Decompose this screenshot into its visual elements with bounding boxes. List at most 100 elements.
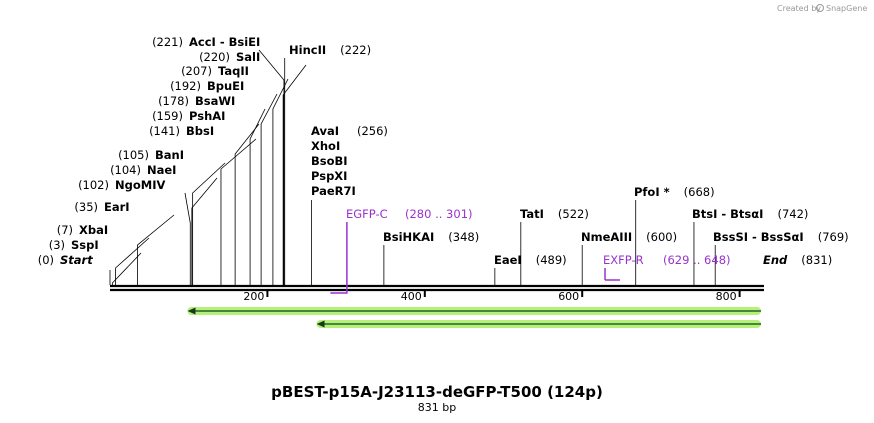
site-name: PshAI	[189, 109, 225, 123]
site-bbsi[interactable]: (141) BbsI	[149, 124, 257, 285]
site-name: PfoI *	[634, 185, 670, 199]
site-tati[interactable]: TatI (522)	[520, 207, 589, 285]
site-ngomiv[interactable]: (102) NgoMIV	[78, 178, 191, 285]
primer-name: EGFP-C	[346, 207, 388, 221]
map-title: pBEST-p15A-J23113-deGFP-T500 (124p)	[271, 383, 603, 401]
site-name: EaeI	[494, 253, 522, 267]
site-taqii[interactable]: (207) TaqII	[181, 64, 289, 285]
site-name: BanI	[155, 148, 184, 162]
primer-exfp-r[interactable]: EXFP-R (629 .. 648)	[603, 253, 731, 281]
site-name: Start	[60, 253, 93, 267]
site-sali[interactable]: (220) SalI	[199, 50, 307, 285]
site-connector	[260, 93, 278, 285]
site-acci-bsiei[interactable]: (221) AccI - BsiEI	[152, 35, 285, 285]
tick-label: 800	[716, 290, 737, 303]
arrow-left-icon	[316, 320, 325, 328]
feature-arrow-1[interactable]	[187, 307, 761, 315]
site-sspi[interactable]: (3) SspI	[49, 238, 142, 285]
site-position: (178)	[158, 94, 189, 108]
site-name: XhoI	[311, 139, 340, 153]
site-position: (256)	[357, 124, 388, 138]
site-connector	[272, 78, 289, 285]
site-connector	[220, 138, 257, 285]
site-nmeaiii[interactable]: NmeAIII (600)	[581, 230, 677, 285]
site-btsi-bts-i[interactable]: BtsI - BtsαI (742)	[692, 207, 808, 285]
site-bani[interactable]: (105) BanI	[118, 148, 226, 285]
map-length: 831 bp	[418, 401, 456, 414]
site-name: BbsI	[186, 124, 214, 138]
site-name: AvaI	[311, 124, 339, 138]
feature-arrow-2[interactable]	[316, 320, 761, 328]
site-connector	[234, 123, 260, 285]
site-position: (831)	[801, 253, 832, 267]
primer-egfp-c[interactable]: EGFP-C (280 .. 301)	[330, 207, 473, 294]
credit-app: SnapGene	[826, 4, 867, 13]
site-name: BsiHKAI	[383, 230, 434, 244]
site-name: AccI - BsiEI	[189, 35, 260, 49]
site-pfoi-[interactable]: PfoI * (668)	[634, 185, 715, 285]
site-name: NmeAIII	[581, 230, 632, 244]
primer-bar	[330, 222, 348, 294]
site-connector	[137, 214, 175, 285]
site-name: SspI	[71, 238, 99, 252]
site-position: (0)	[38, 253, 54, 267]
site-name: NgoMIV	[115, 178, 165, 192]
site-position: (221)	[152, 35, 183, 49]
site-connector	[191, 177, 218, 285]
tick-label: 600	[558, 290, 579, 303]
site-name: HincII	[289, 43, 326, 57]
site-position: (522)	[558, 207, 589, 221]
site-name: TatI	[520, 207, 544, 221]
site-position: (220)	[199, 50, 230, 64]
primers: EGFP-C (280 .. 301) EXFP-R (629 .. 648)	[330, 207, 731, 294]
site-name: EarI	[104, 200, 130, 214]
site-position: (742)	[777, 207, 808, 221]
ruler-ticks: 200 400 600 800	[243, 290, 741, 303]
restriction-sites: (0) Start(3) SspI(7) XbaI (35) EarI (102) NgoMI…	[38, 35, 849, 285]
site-pshai[interactable]: (159) PshAI	[152, 109, 260, 285]
site-name: XbaI	[79, 223, 108, 237]
site-name: BtsI - BtsαI	[692, 207, 763, 221]
site-name: TaqII	[218, 64, 249, 78]
snapgene-logo-icon	[816, 4, 824, 12]
sequence-backbone	[110, 284, 764, 292]
site-position: (3)	[49, 238, 65, 252]
site-eari[interactable]: (35) EarI	[74, 200, 175, 285]
site-position: (102)	[78, 178, 109, 192]
site-position: (600)	[646, 230, 677, 244]
tick-label: 200	[243, 290, 264, 303]
site-naei[interactable]: (104) NaeI	[110, 163, 218, 285]
site-connector	[249, 108, 266, 285]
site-bpuei[interactable]: (192) BpuEI	[170, 79, 278, 285]
primer-range: (629 .. 648)	[663, 253, 731, 267]
site-position: (35)	[74, 200, 98, 214]
site-hincii[interactable]: HincII (222)	[284, 43, 371, 285]
site-name: PspXI	[311, 169, 347, 183]
site-name: BssSI - BssSαI	[713, 230, 804, 244]
site-name: BsoBI	[311, 154, 348, 168]
primer-name: EXFP-R	[603, 253, 644, 267]
site-connector	[111, 252, 142, 285]
credit-text: Created by	[777, 4, 821, 13]
primer-range: (280 .. 301)	[405, 207, 473, 221]
site-position: (105)	[118, 148, 149, 162]
site-bsawi[interactable]: (178) BsaWI	[158, 94, 266, 285]
site-connector	[282, 64, 307, 285]
site-position: (7)	[57, 223, 73, 237]
site-eaei[interactable]: EaeI (489)	[494, 253, 567, 285]
site-position: (222)	[340, 43, 371, 57]
site-name: BsaWI	[195, 94, 235, 108]
site-bsihkai[interactable]: BsiHKAI (348)	[383, 230, 479, 285]
arrow-left-icon	[187, 307, 196, 315]
site-position: (207)	[181, 64, 212, 78]
site-position: (192)	[170, 79, 201, 93]
site-end[interactable]: End (831)	[763, 253, 832, 267]
site-bsssi-bsss-i[interactable]: BssSI - BssSαI (769)	[713, 230, 849, 285]
site-name: SalI	[236, 50, 260, 64]
site-name: PaeR7I	[311, 184, 356, 198]
site-start[interactable]: (0) Start	[38, 253, 111, 285]
site-connector	[184, 192, 191, 285]
site-position: (104)	[110, 163, 141, 177]
